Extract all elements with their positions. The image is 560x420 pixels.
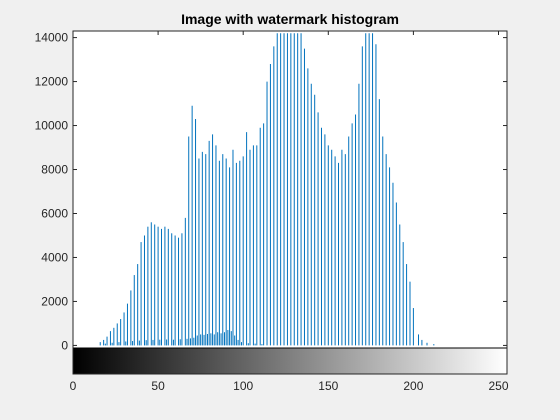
histogram-bars <box>99 33 435 346</box>
y-tick-label-6: 12000 <box>35 75 69 89</box>
x-tick-label-0: 0 <box>70 379 77 393</box>
x-tick-label-2: 100 <box>233 379 253 393</box>
y-tick-label-4: 8000 <box>41 163 68 177</box>
grayscale-colorbar <box>73 348 507 374</box>
y-tick-label-0: 0 <box>61 338 68 352</box>
x-axis-ticks: 0 50 100 150 200 250 <box>70 31 509 393</box>
y-tick-label-1: 2000 <box>41 294 68 308</box>
y-tick-label-7: 14000 <box>35 31 69 45</box>
x-tick-label-1: 50 <box>151 379 165 393</box>
chart-title: Image with watermark histogram <box>181 11 399 27</box>
x-tick-label-4: 200 <box>403 379 423 393</box>
x-tick-label-3: 150 <box>318 379 338 393</box>
y-axis-ticks: 0 2000 4000 6000 8000 10000 12000 14000 <box>35 31 507 352</box>
y-tick-label-2: 4000 <box>41 250 68 264</box>
y-tick-label-3: 6000 <box>41 206 68 220</box>
y-tick-label-5: 10000 <box>35 119 69 133</box>
x-tick-label-5: 250 <box>488 379 508 393</box>
plot-area <box>73 31 507 374</box>
plot-frame <box>72 30 508 375</box>
